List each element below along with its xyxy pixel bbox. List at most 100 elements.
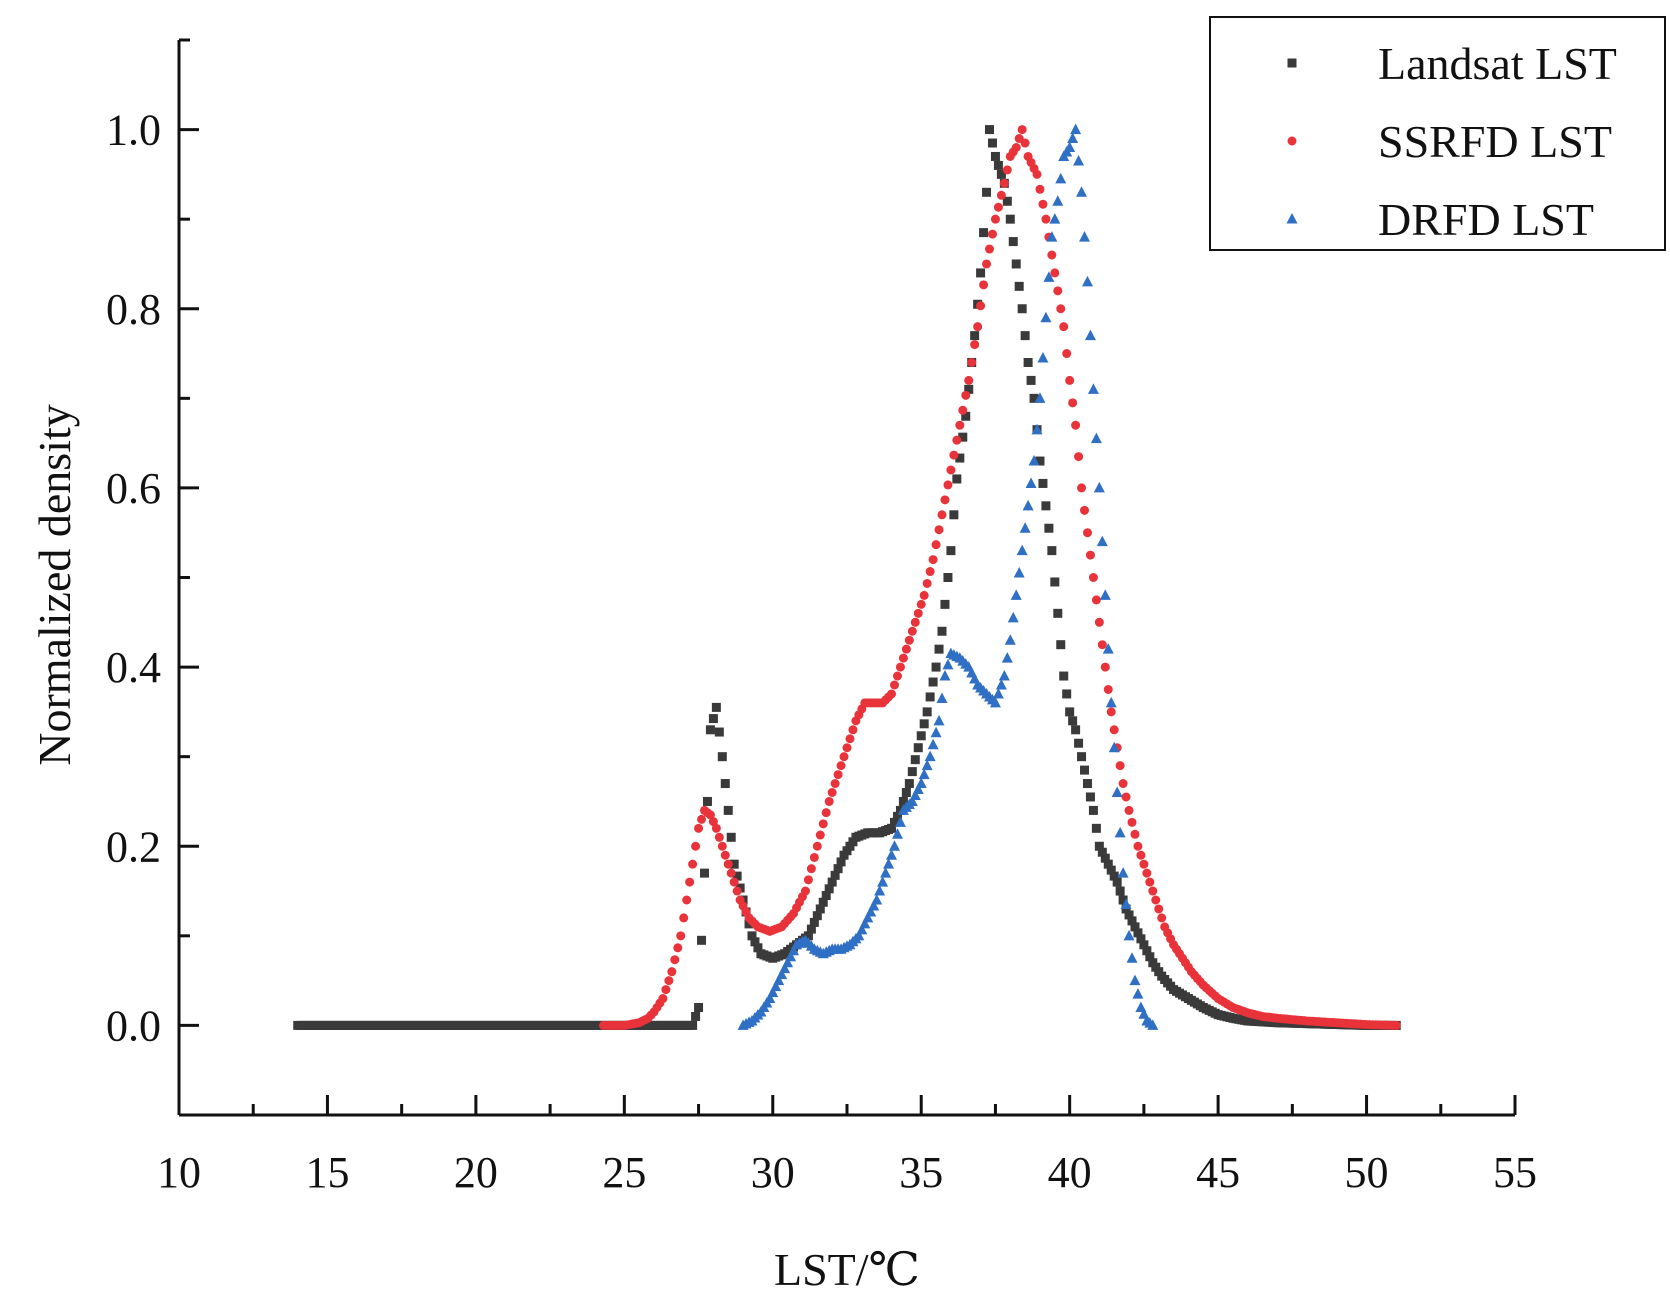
data-point — [1102, 643, 1114, 654]
data-point — [921, 759, 933, 771]
data-point — [1136, 934, 1146, 944]
data-point — [909, 789, 921, 800]
legend-marker-circle — [1287, 136, 1297, 146]
data-point — [1065, 707, 1075, 717]
data-point — [702, 796, 712, 806]
data-point — [1062, 349, 1072, 359]
data-point — [916, 599, 926, 609]
data-point — [913, 608, 923, 618]
data-point — [868, 899, 880, 911]
data-point — [1040, 311, 1052, 323]
data-point — [729, 859, 739, 869]
y-tick-label: 0.8 — [106, 285, 161, 334]
data-point — [720, 850, 730, 860]
data-point — [1043, 271, 1055, 282]
data-point — [1091, 595, 1101, 605]
data-point — [958, 405, 968, 415]
data-point — [919, 590, 929, 600]
x-axis-title: LST/℃ — [774, 1244, 920, 1295]
x-ticks: 10 15 20 25 30 35 40 45 50 55 — [157, 1095, 1537, 1197]
data-point — [979, 280, 989, 290]
data-point — [1124, 805, 1134, 815]
data-point — [1139, 940, 1149, 950]
data-point — [1133, 841, 1143, 851]
x-tick-label: 30 — [751, 1148, 795, 1197]
data-point — [1127, 817, 1137, 827]
data-point — [887, 823, 897, 833]
data-point — [1052, 195, 1064, 206]
data-point — [985, 125, 995, 135]
data-point — [821, 891, 831, 901]
data-point — [1041, 214, 1051, 224]
data-point — [833, 770, 843, 780]
y-tick-label: 1.0 — [106, 106, 161, 155]
data-point — [1068, 716, 1078, 726]
data-point — [1080, 505, 1090, 515]
data-point — [979, 228, 989, 238]
data-point — [927, 738, 939, 750]
data-point — [803, 875, 813, 885]
data-point — [989, 696, 1001, 708]
series-landsat-lst — [293, 125, 1401, 1030]
data-point — [1100, 662, 1110, 672]
data-point — [779, 962, 791, 974]
data-point — [679, 913, 689, 923]
data-point — [1103, 684, 1113, 694]
y-tick-label: 0.6 — [106, 464, 161, 513]
data-point — [933, 714, 945, 726]
data-point — [890, 817, 900, 827]
data-point — [937, 510, 947, 520]
data-point — [976, 268, 986, 278]
data-point — [949, 450, 959, 460]
data-point — [1121, 792, 1131, 802]
data-point — [1071, 725, 1081, 735]
data-point — [940, 599, 950, 609]
data-point — [1037, 352, 1049, 363]
data-point — [1076, 186, 1088, 197]
series-ssrfd-lst — [599, 125, 1401, 1030]
data-point — [1010, 589, 1022, 600]
data-point — [907, 626, 917, 636]
x-tick-label: 25 — [602, 1148, 646, 1197]
data-point — [1126, 952, 1138, 963]
data-point — [753, 943, 763, 953]
data-point — [670, 955, 680, 965]
data-point — [993, 160, 1003, 170]
data-point — [1109, 871, 1119, 881]
data-point — [853, 929, 865, 941]
data-point — [964, 375, 974, 385]
data-point — [922, 707, 932, 717]
data-point — [1157, 913, 1167, 923]
data-point — [919, 719, 929, 729]
data-point — [990, 214, 1000, 224]
data-point — [726, 832, 736, 842]
data-point — [1100, 853, 1110, 863]
data-point — [767, 986, 779, 998]
data-point — [1011, 143, 1021, 152]
data-point — [898, 653, 908, 663]
x-tick-label: 55 — [1493, 1148, 1537, 1197]
data-point — [995, 679, 1007, 690]
x-tick-label: 10 — [157, 1148, 201, 1197]
data-point — [1129, 974, 1141, 986]
data-point — [1120, 898, 1132, 909]
data-point — [961, 411, 971, 421]
data-point — [1002, 165, 1012, 175]
data-point — [1106, 865, 1116, 875]
data-point — [940, 495, 950, 505]
data-point — [1025, 477, 1037, 488]
data-point — [1044, 523, 1054, 533]
data-point — [990, 151, 1000, 161]
data-point — [714, 727, 724, 737]
data-point — [913, 743, 923, 753]
data-point — [827, 788, 837, 797]
data-point — [943, 573, 953, 582]
data-point — [685, 877, 695, 887]
data-point — [830, 870, 840, 880]
data-point — [1005, 214, 1015, 224]
data-point — [782, 956, 794, 968]
data-point — [1071, 420, 1081, 430]
data-point — [895, 662, 905, 672]
data-point — [987, 229, 997, 239]
data-point — [1094, 617, 1104, 627]
